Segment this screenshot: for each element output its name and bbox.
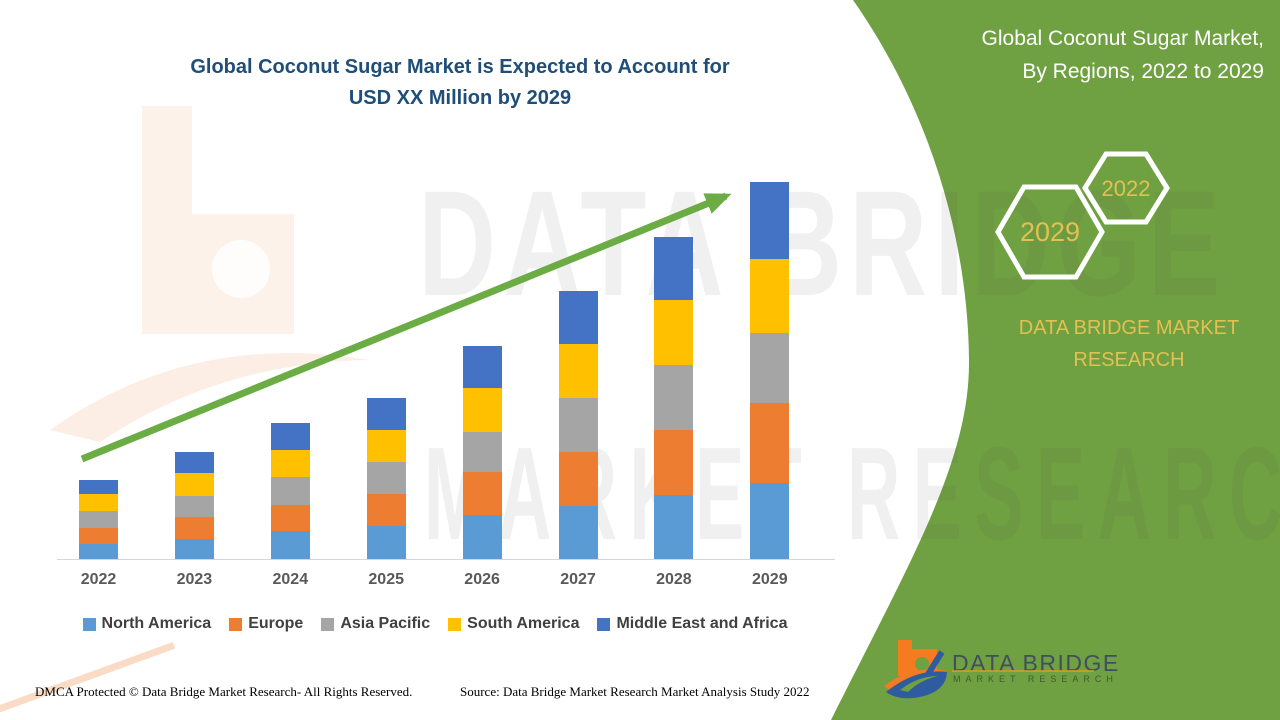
bar-2029 — [750, 182, 790, 559]
legend-swatch-middle-east-and-africa — [597, 617, 611, 631]
hexagon-2029-label: 2029 — [1020, 217, 1080, 247]
x-axis-label-2027: 2027 — [560, 571, 596, 588]
x-axis-label-2028: 2028 — [656, 571, 692, 588]
bar-segment-europe — [270, 505, 310, 531]
bar-segment-europe — [174, 517, 214, 539]
panel-header-line1: Global Coconut Sugar Market, — [981, 27, 1264, 50]
chart-legend: North America Europe Asia Pacific South Ame… — [40, 615, 830, 633]
logo-name-text: DATA BRIDGE — [952, 650, 1120, 676]
bar-segment-middle-east-and-africa — [750, 182, 790, 259]
source-footer-text: Source: Data Bridge Market Research Mark… — [460, 684, 810, 699]
bar-segment-south-america — [174, 473, 214, 496]
x-axis-labels: 2022 2023 2024 2025 2026 2027 2028 2029 — [60, 571, 832, 595]
bar-segment-middle-east-and-africa — [462, 346, 502, 388]
hexagon-year-badges: 2029 2022 — [995, 151, 1170, 280]
bar-segment-europe — [750, 403, 790, 483]
legend-label: Europe — [248, 615, 304, 632]
bar-segment-europe — [79, 528, 118, 544]
x-axis-label-2023: 2023 — [176, 571, 213, 588]
bar-segment-north-america — [366, 526, 406, 559]
bar-segment-middle-east-and-africa — [558, 291, 598, 344]
bar-segment-asia-pacific — [174, 496, 214, 517]
bar-segment-middle-east-and-africa — [79, 480, 118, 494]
bar-2026 — [462, 346, 502, 559]
panel-header-line2: By Regions, 2022 to 2029 — [1022, 60, 1264, 83]
bar-segment-north-america — [558, 506, 598, 559]
bar-segment-north-america — [462, 515, 502, 559]
bar-segment-south-america — [558, 344, 598, 398]
legend-swatch-europe — [229, 617, 243, 631]
legend-swatch-south-america — [448, 617, 462, 631]
hexagon-2022 — [1082, 151, 1170, 225]
bar-segment-middle-east-and-africa — [174, 452, 214, 473]
bar-2024 — [270, 423, 310, 559]
chart-title: Global Coconut Sugar Market is Expected … — [60, 52, 860, 114]
plot-area — [60, 179, 832, 559]
x-axis-line — [57, 559, 835, 560]
bar-segment-asia-pacific — [366, 462, 406, 494]
x-axis-label-2025: 2025 — [368, 571, 404, 588]
bar-segment-middle-east-and-africa — [270, 423, 310, 450]
bar-segment-asia-pacific — [462, 432, 502, 472]
bar-segment-south-america — [750, 259, 790, 333]
legend-label: South America — [467, 615, 580, 632]
bar-segment-south-america — [270, 450, 310, 477]
bar-segment-asia-pacific — [654, 365, 694, 430]
bar-segment-north-america — [270, 531, 310, 559]
bar-2028 — [654, 237, 694, 559]
x-axis-label-2026: 2026 — [464, 571, 500, 588]
bar-segment-north-america — [174, 539, 214, 559]
databridge-logo: DATA BRIDGE MARKET RESEARCH — [880, 628, 1140, 708]
hexagon-2029 — [995, 184, 1105, 280]
bar-segment-asia-pacific — [270, 477, 310, 505]
x-axis-label-2024: 2024 — [272, 571, 309, 588]
legend-label: North America — [101, 615, 212, 632]
bar-segment-north-america — [750, 483, 790, 559]
bar-segment-middle-east-and-africa — [654, 237, 694, 300]
logo-underline — [952, 670, 1094, 672]
bar-segment-europe — [366, 494, 406, 526]
bar-segment-middle-east-and-africa — [366, 398, 406, 430]
x-axis-label-2029: 2029 — [752, 571, 788, 588]
bar-segment-south-america — [462, 388, 502, 432]
legend-item-europe: Europe — [229, 615, 303, 633]
legend-item-north-america: North America — [82, 615, 212, 633]
bar-2027 — [558, 291, 598, 559]
legend-label: Asia Pacific — [340, 615, 431, 632]
legend-swatch-asia-pacific — [321, 617, 335, 631]
x-axis-label-2022: 2022 — [80, 571, 117, 588]
bar-segment-south-america — [366, 430, 406, 462]
chart-title-line2: USD XX Million by 2029 — [348, 87, 572, 109]
legend-swatch-north-america — [82, 617, 96, 631]
bar-2025 — [366, 398, 406, 559]
bar-segment-south-america — [79, 494, 118, 511]
panel-header: Global Coconut Sugar Market, By Regions,… — [844, 22, 1264, 88]
brand-text: DATA BRIDGE MARKET RESEARCH — [1018, 317, 1240, 371]
hexagon-2022-label: 2022 — [1102, 176, 1151, 201]
dmca-footer-text: DMCA Protected © Data Bridge Market Rese… — [35, 684, 413, 699]
bar-segment-europe — [558, 452, 598, 506]
bar-segment-south-america — [654, 300, 694, 365]
bar-2022 — [79, 480, 118, 559]
bar-segment-north-america — [79, 544, 118, 559]
bar-segment-north-america — [654, 495, 694, 559]
bar-segment-europe — [462, 472, 502, 515]
legend-item-asia-pacific: Asia Pacific — [321, 615, 430, 633]
logo-sub-text: MARKET RESEARCH — [953, 674, 1118, 684]
bar-segment-asia-pacific — [750, 333, 790, 403]
chart-title-line1: Global Coconut Sugar Market is Expected … — [190, 56, 730, 78]
bar-segment-asia-pacific — [79, 511, 118, 528]
legend-item-south-america: South America — [448, 615, 579, 633]
bar-segment-asia-pacific — [558, 398, 598, 452]
legend-item-middle-east-and-africa: Middle East and Africa — [597, 615, 787, 633]
legend-label: Middle East and Africa — [616, 615, 788, 632]
databridge-logo-icon — [884, 640, 948, 699]
bar-2023 — [174, 452, 214, 559]
bar-segment-europe — [654, 430, 694, 495]
